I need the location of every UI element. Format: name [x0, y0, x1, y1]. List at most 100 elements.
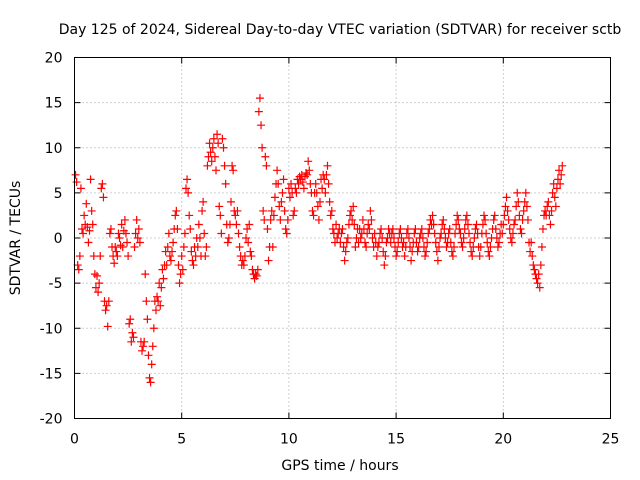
data-point	[325, 197, 334, 206]
data-point	[153, 292, 162, 301]
data-point	[159, 274, 168, 283]
data-point	[140, 337, 149, 346]
data-point	[460, 224, 469, 233]
data-point	[254, 107, 263, 116]
data-point	[457, 238, 466, 247]
data-point	[439, 215, 448, 224]
data-point	[558, 161, 567, 170]
data-point	[146, 378, 155, 387]
data-point	[278, 188, 287, 197]
x-axis-label: GPS time / hours	[281, 458, 398, 474]
data-point	[314, 215, 323, 224]
data-point	[323, 161, 332, 170]
data-point	[75, 252, 84, 261]
data-point	[175, 279, 184, 288]
data-point	[94, 288, 103, 297]
data-point	[157, 283, 166, 292]
data-point	[311, 179, 320, 188]
data-point	[498, 229, 507, 238]
data-point	[221, 179, 230, 188]
data-point	[523, 215, 532, 224]
data-point	[413, 247, 422, 256]
data-point	[402, 229, 411, 238]
y-tick-label: -10	[40, 321, 63, 337]
data-point	[555, 166, 564, 175]
data-point	[194, 220, 203, 229]
data-point	[126, 315, 135, 324]
data-point	[251, 270, 260, 279]
data-point	[318, 184, 327, 193]
data-point	[172, 206, 181, 215]
data-point	[552, 184, 561, 193]
data-point	[520, 197, 529, 206]
data-point	[304, 157, 313, 166]
data-point	[425, 224, 434, 233]
data-point	[433, 256, 442, 265]
data-point	[235, 243, 244, 252]
data-point	[93, 271, 102, 280]
data-point	[515, 211, 524, 220]
data-point	[492, 234, 501, 242]
data-point	[273, 166, 282, 175]
data-point	[106, 224, 115, 233]
data-point	[176, 270, 185, 279]
data-point	[476, 243, 485, 252]
data-point	[521, 188, 530, 197]
data-point	[400, 252, 409, 261]
data-point	[289, 211, 298, 220]
data-point	[209, 134, 218, 143]
data-point	[263, 224, 272, 233]
x-tick-label: 5	[177, 432, 186, 448]
data-point	[202, 243, 211, 252]
data-point	[431, 238, 440, 247]
data-point	[141, 270, 150, 279]
data-point	[315, 197, 324, 206]
data-point	[238, 256, 247, 265]
data-point	[79, 229, 88, 238]
data-point	[233, 206, 242, 215]
data-point	[527, 238, 536, 247]
data-point	[551, 202, 560, 211]
data-point	[341, 247, 350, 256]
data-point	[245, 220, 254, 229]
data-point	[148, 342, 157, 351]
data-point	[493, 243, 502, 252]
data-point	[322, 170, 331, 179]
data-point	[201, 252, 210, 261]
data-point	[461, 215, 470, 224]
data-point	[347, 206, 356, 215]
data-point	[212, 166, 221, 175]
data-point	[117, 220, 126, 229]
data-point	[305, 166, 314, 175]
data-point	[484, 247, 493, 256]
data-point	[372, 252, 381, 261]
data-point	[155, 279, 164, 288]
data-point	[453, 211, 462, 220]
data-point	[546, 220, 555, 229]
data-point	[111, 243, 120, 252]
y-tick-label: 15	[45, 96, 63, 112]
data-point	[471, 224, 480, 233]
data-point	[386, 238, 395, 247]
data-point	[134, 224, 143, 233]
data-point	[506, 234, 515, 242]
data-point	[428, 211, 437, 220]
data-point	[392, 252, 401, 261]
data-point	[101, 306, 110, 315]
data-point	[434, 243, 443, 252]
data-point	[387, 229, 396, 238]
data-point	[532, 274, 541, 283]
data-point	[279, 175, 288, 184]
data-point	[87, 206, 96, 215]
data-point	[215, 202, 224, 211]
data-point	[173, 224, 182, 233]
data-point	[198, 206, 207, 215]
data-point	[242, 234, 251, 242]
data-point	[102, 301, 111, 310]
plot-frame	[74, 57, 611, 419]
y-tick-label: 5	[54, 186, 63, 202]
data-point	[505, 224, 514, 233]
data-point	[547, 206, 556, 215]
data-point	[396, 224, 405, 233]
data-point	[118, 243, 127, 252]
